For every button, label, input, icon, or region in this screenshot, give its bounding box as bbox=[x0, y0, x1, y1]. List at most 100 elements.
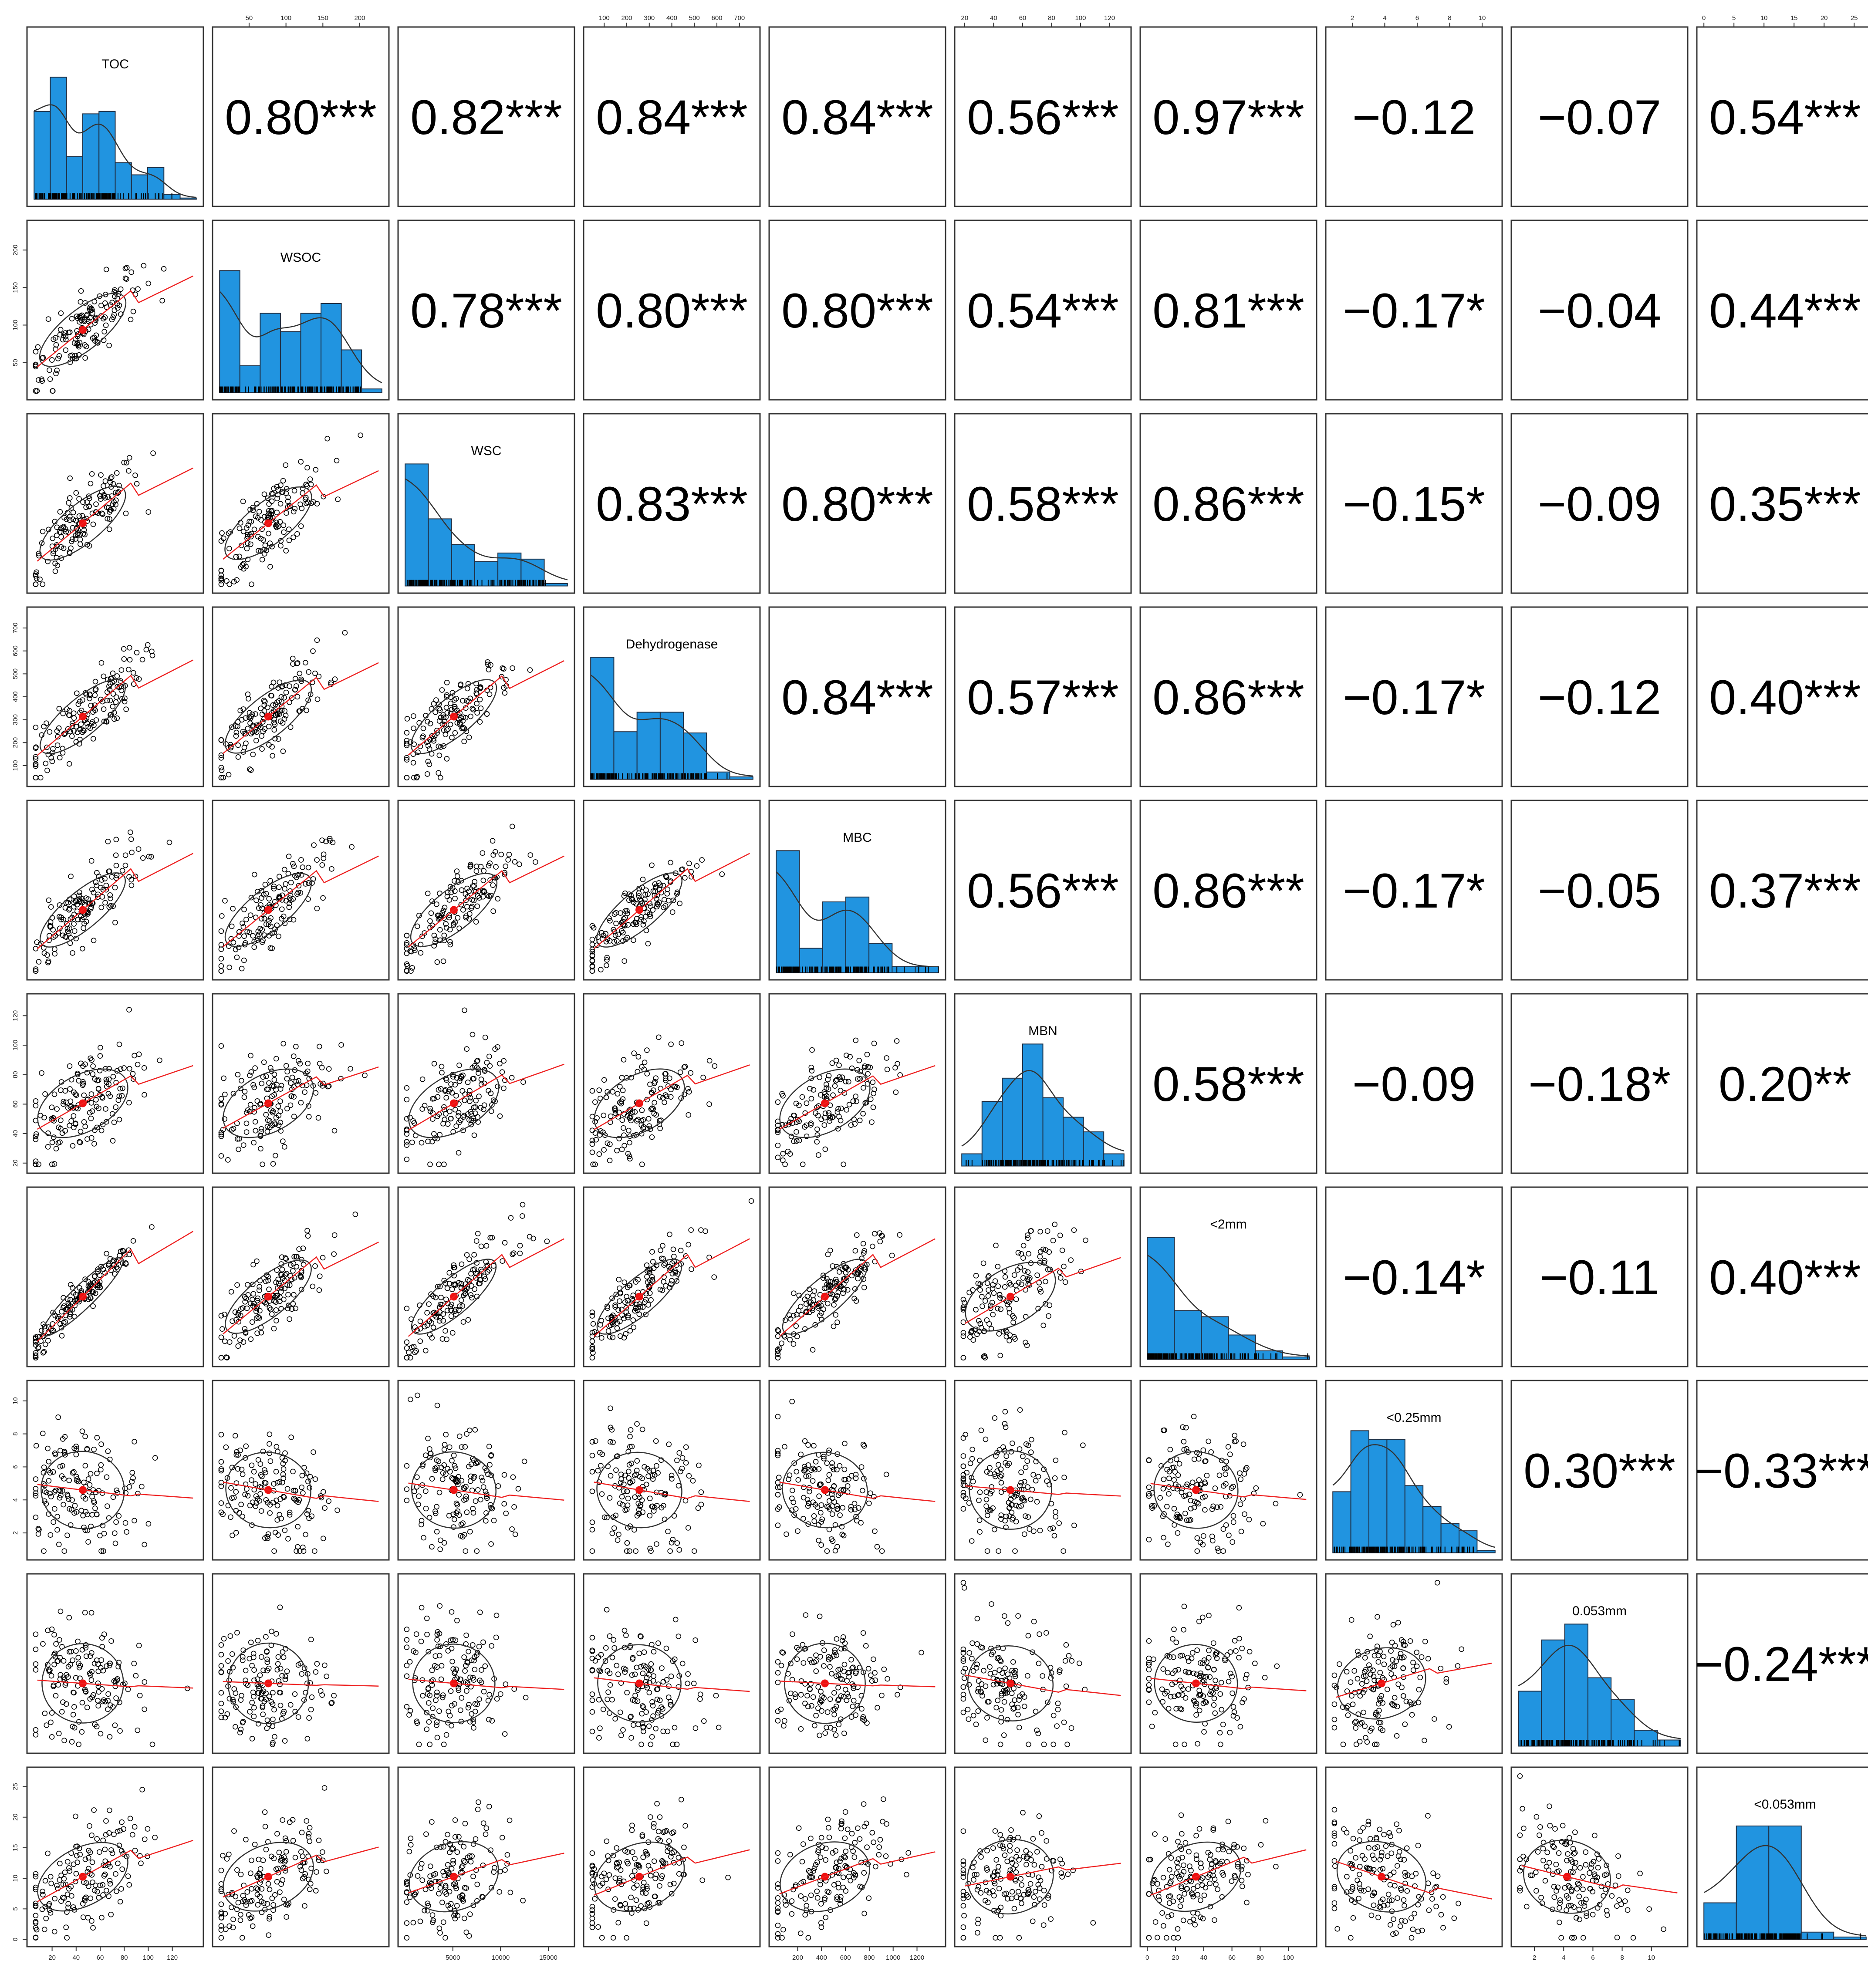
panel-r0-c0: TOC bbox=[26, 26, 204, 207]
scatter-point bbox=[283, 462, 289, 468]
histogram-bar bbox=[405, 463, 429, 587]
scatter-point bbox=[40, 529, 46, 534]
scatter-point bbox=[88, 480, 94, 486]
panel-r1-c6: 0.81*** bbox=[1139, 219, 1317, 401]
scatter-point bbox=[99, 510, 105, 516]
correlation-label-wsoc-wsc: 0.78*** bbox=[410, 284, 562, 338]
density-curve bbox=[405, 478, 568, 581]
scatter-point bbox=[92, 678, 98, 685]
panel-r1-c7: −0.17* bbox=[1325, 219, 1503, 401]
scatter-point bbox=[134, 650, 140, 655]
scatter-point bbox=[307, 476, 313, 482]
scatter-point bbox=[52, 568, 58, 574]
correlation-label-wsc-mbc: 0.80*** bbox=[781, 477, 933, 531]
scatter-point bbox=[75, 530, 81, 536]
correlation-label-wsc-mbn: 0.58*** bbox=[967, 477, 1119, 531]
scatter-point bbox=[238, 564, 244, 570]
scatter-point bbox=[74, 355, 79, 361]
scatter-point bbox=[63, 337, 69, 342]
scatter-point bbox=[114, 715, 120, 721]
correlation-label-wsoc-mbc: 0.80*** bbox=[781, 284, 933, 338]
panel-r3-c7: −0.17* bbox=[1325, 606, 1503, 787]
scatter-point bbox=[41, 723, 47, 729]
scatter-point bbox=[57, 755, 63, 761]
scatter-point bbox=[73, 518, 79, 523]
scatter-point bbox=[61, 515, 67, 521]
scatter-point bbox=[110, 501, 115, 507]
scatter-point bbox=[294, 531, 300, 537]
panel-frame bbox=[397, 26, 575, 207]
correlation-label-mbc-lt2mm: 0.86*** bbox=[1152, 864, 1304, 918]
scatter-point bbox=[87, 695, 92, 702]
scatter-point bbox=[103, 267, 109, 273]
panel-r2-c5: 0.58*** bbox=[954, 413, 1132, 594]
scatter-point bbox=[78, 721, 84, 727]
panel-frame bbox=[583, 1186, 761, 1367]
scatter-point bbox=[50, 746, 56, 752]
scatter-point bbox=[123, 706, 129, 712]
scatter-point bbox=[269, 543, 275, 550]
scatter-point bbox=[60, 710, 66, 716]
panel-r3-c8: −0.12 bbox=[1510, 606, 1689, 787]
scatter-point bbox=[107, 516, 112, 522]
scatter-point bbox=[102, 495, 108, 501]
panel-r1-c3: 0.80*** bbox=[583, 219, 761, 401]
panel-r0-c9: 0.54*** bbox=[1696, 26, 1868, 207]
scatter-point bbox=[111, 289, 117, 295]
scatter-point bbox=[277, 501, 284, 506]
correlation-label-mbn-lt2mm: 0.58*** bbox=[1152, 1057, 1304, 1111]
scatter-point bbox=[224, 578, 230, 584]
scatter-point bbox=[84, 311, 90, 317]
scatter-point bbox=[281, 529, 287, 535]
panel-frame bbox=[954, 26, 1132, 207]
scatter-point bbox=[248, 541, 253, 547]
scatter-point bbox=[86, 503, 92, 510]
scatter-point bbox=[52, 560, 58, 567]
histogram-bar bbox=[179, 197, 197, 200]
scatter-point bbox=[67, 475, 73, 481]
panel-r4-c5: 0.56*** bbox=[954, 800, 1132, 981]
scatter-point bbox=[248, 519, 254, 525]
scatter-point bbox=[58, 544, 64, 550]
panel-r4-c9: 0.37*** bbox=[1696, 800, 1868, 981]
histogram-bar bbox=[706, 771, 730, 780]
scatter-point bbox=[45, 558, 51, 564]
scatter-point bbox=[121, 646, 127, 652]
scatter-point bbox=[231, 579, 237, 584]
histogram-bar bbox=[239, 365, 261, 393]
variable-label-lt2mm: <2mm bbox=[1210, 1217, 1246, 1232]
panel-r6-c6: <2mm bbox=[1139, 1186, 1317, 1367]
histogram-bar bbox=[590, 657, 615, 780]
scatter-point bbox=[66, 712, 72, 718]
scatter-point bbox=[116, 483, 122, 489]
scatter-point bbox=[136, 676, 142, 682]
scatter-point bbox=[69, 733, 75, 739]
scatter-point bbox=[73, 536, 78, 542]
scatter-point bbox=[75, 315, 81, 321]
panel-r1-c0 bbox=[26, 219, 204, 401]
scatter-point bbox=[73, 724, 79, 729]
scatter-point bbox=[305, 499, 311, 505]
panel-frame bbox=[212, 800, 390, 981]
scatter-point bbox=[58, 310, 64, 316]
scatter-point bbox=[39, 540, 45, 546]
scatter-point bbox=[56, 353, 62, 359]
scatter-point bbox=[126, 468, 132, 474]
panel-r5-c2 bbox=[397, 993, 575, 1174]
panel-r6-c9: 0.40*** bbox=[1696, 1186, 1868, 1367]
panel-frame bbox=[954, 219, 1132, 401]
scatter-point bbox=[122, 699, 128, 705]
scatter-point bbox=[109, 474, 115, 480]
scatter-point bbox=[284, 510, 289, 516]
scatter-point bbox=[139, 657, 145, 663]
panel-r4-c4: MBC bbox=[768, 800, 946, 981]
panel-r6-c5 bbox=[954, 1186, 1132, 1367]
scatter-point bbox=[93, 317, 99, 323]
panel-r2-c4: 0.80*** bbox=[768, 413, 946, 594]
histogram-bar bbox=[845, 896, 870, 973]
scatter-point bbox=[149, 648, 155, 655]
panel-frame bbox=[397, 993, 575, 1174]
scatter-point bbox=[70, 510, 76, 516]
scatter-point bbox=[55, 734, 61, 740]
scatter-point bbox=[50, 550, 56, 557]
